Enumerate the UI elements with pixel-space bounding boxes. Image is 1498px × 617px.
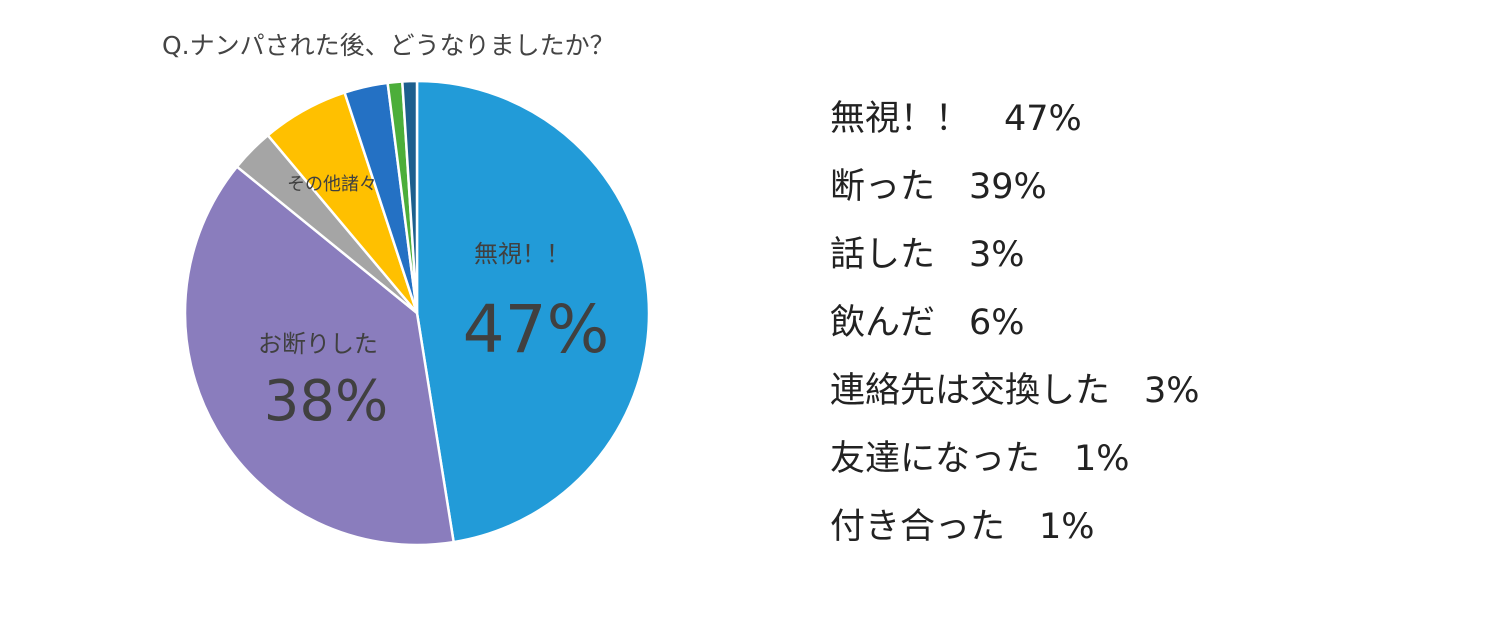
pie-slice-6 <box>400 79 419 314</box>
stat-label: 付き合った <box>830 507 1006 547</box>
stat-row-drank: 飲んだ 6% <box>830 298 1200 366</box>
stat-row-refused: 断った 39% <box>830 162 1200 230</box>
slice-value-refused: 38% <box>264 369 388 434</box>
stat-value: 3% <box>969 235 1025 275</box>
stat-label: 無視！！ <box>830 99 971 139</box>
pie-slice-1 <box>183 164 456 547</box>
stat-label: 友達になった <box>830 439 1041 479</box>
pie-slice-0 <box>415 79 651 544</box>
stat-row-exchanged-contacts: 連絡先は交換した 3% <box>830 366 1200 434</box>
stat-row-ignore: 無視！！ 47% <box>830 94 1200 162</box>
stat-value: 3% <box>1144 371 1200 411</box>
stat-row-became-friends: 友達になった 1% <box>830 434 1200 502</box>
stat-value: 39% <box>969 167 1047 207</box>
stat-row-talked: 話した 3% <box>830 230 1200 298</box>
stat-value: 47% <box>1004 99 1082 139</box>
pie-chart: 無視！！ 47% お断りした 38% その他諸々 <box>183 79 651 547</box>
stat-value: 1% <box>1074 439 1130 479</box>
stat-label: 飲んだ <box>830 303 936 343</box>
slice-label-others: その他諸々 <box>287 174 377 195</box>
stat-label: 断った <box>830 167 936 207</box>
chart-title: Q.ナンパされた後、どうなりましたか？ <box>162 31 615 60</box>
slice-label-ignore: 無視！！ <box>474 240 570 268</box>
slice-value-ignore: 47% <box>463 291 610 368</box>
stat-row-dated: 付き合った 1% <box>830 502 1200 570</box>
stat-value: 6% <box>969 303 1025 343</box>
stat-label: 話した <box>830 235 936 275</box>
stat-list: 無視！！ 47% 断った 39% 話した 3% 飲んだ 6% 連絡先は交換した 3% 友達… <box>830 94 1200 570</box>
slice-label-refused: お断りした <box>258 330 378 358</box>
stat-value: 1% <box>1039 507 1095 547</box>
stat-label: 連絡先は交換した <box>830 371 1111 411</box>
